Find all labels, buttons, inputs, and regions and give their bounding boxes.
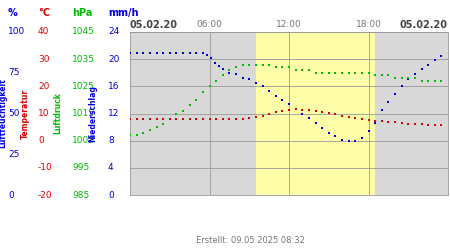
Text: 05.02.20: 05.02.20	[130, 20, 178, 30]
Text: 100: 100	[8, 28, 25, 36]
Text: mm/h: mm/h	[108, 8, 139, 18]
Text: °C: °C	[38, 8, 50, 18]
Text: Niederschlag: Niederschlag	[89, 85, 98, 142]
Text: 24: 24	[108, 28, 119, 36]
Text: hPa: hPa	[72, 8, 92, 18]
Text: 05.02.20: 05.02.20	[400, 20, 448, 30]
Text: Erstellt: 09.05.2025 08:32: Erstellt: 09.05.2025 08:32	[196, 236, 305, 245]
Text: 16: 16	[108, 82, 120, 91]
Text: 4: 4	[108, 163, 113, 172]
Text: 75: 75	[8, 68, 19, 77]
Text: 0: 0	[38, 136, 44, 145]
Text: 25: 25	[8, 150, 19, 159]
Text: 985: 985	[72, 190, 89, 200]
Text: 30: 30	[38, 55, 50, 64]
Text: 1025: 1025	[72, 82, 95, 91]
Text: 50: 50	[8, 109, 19, 118]
Text: Luftfeuchtigkeit: Luftfeuchtigkeit	[0, 78, 8, 148]
Text: Temperatur: Temperatur	[21, 88, 30, 138]
Text: -20: -20	[38, 190, 53, 200]
Text: 40: 40	[38, 28, 50, 36]
Text: 20: 20	[38, 82, 50, 91]
Text: 1045: 1045	[72, 28, 95, 36]
Bar	[256, 32, 375, 195]
Text: Luftdruck: Luftdruck	[54, 92, 63, 134]
Text: 12: 12	[108, 109, 119, 118]
Text: -10: -10	[38, 163, 53, 172]
Text: 1015: 1015	[72, 109, 95, 118]
Text: 10: 10	[38, 109, 50, 118]
Text: 1035: 1035	[72, 55, 95, 64]
Text: 20: 20	[108, 55, 119, 64]
Text: 8: 8	[108, 136, 114, 145]
Text: 0: 0	[108, 190, 114, 200]
Text: %: %	[8, 8, 18, 18]
Text: 0: 0	[8, 190, 14, 200]
Text: 1005: 1005	[72, 136, 95, 145]
Text: 995: 995	[72, 163, 89, 172]
